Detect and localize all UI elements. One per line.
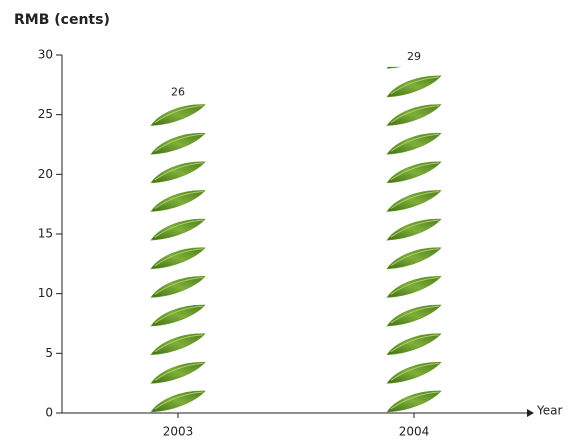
pea-pod xyxy=(386,276,442,298)
pod-seam xyxy=(391,20,439,37)
pod-seam xyxy=(390,133,440,152)
pea-pod xyxy=(386,304,442,327)
pea-pod xyxy=(386,333,442,356)
pod-seam xyxy=(154,162,204,181)
pea-pod xyxy=(386,362,442,384)
pea-pod xyxy=(150,390,206,413)
pea-pod xyxy=(150,132,206,155)
pea-pod xyxy=(387,19,441,40)
x-axis-arrow xyxy=(527,409,534,417)
pod-seam xyxy=(154,219,204,238)
pea-pod xyxy=(386,66,401,69)
pea-pod xyxy=(150,161,206,184)
pod-seam xyxy=(390,248,440,267)
pod-seam xyxy=(154,248,204,267)
pea-pod xyxy=(150,247,206,270)
x-tick-label: 2004 xyxy=(399,425,430,439)
x-tick-label: 2003 xyxy=(163,425,194,439)
pod-stack xyxy=(150,104,206,413)
pea-pod xyxy=(150,276,206,298)
y-tick-label: 10 xyxy=(38,286,53,300)
pod-seam xyxy=(154,276,204,295)
pea-pod xyxy=(150,362,206,384)
pea-pod xyxy=(386,161,442,184)
pod-seam xyxy=(154,305,204,324)
y-tick-label: 25 xyxy=(38,107,53,121)
pea-pod xyxy=(386,190,442,212)
pod-seam xyxy=(390,362,440,381)
pod-seam xyxy=(154,362,204,381)
pod-seam xyxy=(390,105,440,124)
pea-pod xyxy=(150,333,206,356)
pea-pod xyxy=(386,132,442,155)
pod-seam xyxy=(390,391,440,410)
pea-pod xyxy=(386,75,442,98)
pod-seam xyxy=(390,305,440,324)
y-tick-label: 0 xyxy=(45,406,53,420)
y-tick-label: 5 xyxy=(45,346,53,360)
pea-pod xyxy=(386,390,442,413)
pod-seam xyxy=(154,334,204,353)
pod-seam xyxy=(390,276,440,295)
pod-seam xyxy=(390,219,440,238)
y-tick-label: 30 xyxy=(38,48,53,62)
y-tick-label: 15 xyxy=(38,227,53,241)
pea-pod xyxy=(150,304,206,327)
pod-seam xyxy=(154,391,204,410)
y-tick-label: 20 xyxy=(38,167,53,181)
pod-seam xyxy=(390,191,440,209)
pod-seam xyxy=(390,162,440,181)
pod-stack xyxy=(386,19,442,413)
value-label: 26 xyxy=(171,86,185,99)
pea-pod xyxy=(386,218,442,241)
pod-seam xyxy=(154,105,204,124)
pod-seam xyxy=(154,191,204,209)
pod-seam xyxy=(390,76,440,95)
pea-pod xyxy=(150,218,206,241)
pea-pod xyxy=(150,104,206,126)
pod-seam xyxy=(390,334,440,353)
value-label: 29 xyxy=(407,50,421,63)
pea-pod xyxy=(386,247,442,270)
pod-seam xyxy=(154,133,204,152)
x-axis-title: Year xyxy=(536,404,562,418)
pea-pod xyxy=(150,190,206,212)
y-axis-title: RMB (cents) xyxy=(14,12,110,28)
pea-pod xyxy=(386,104,442,126)
